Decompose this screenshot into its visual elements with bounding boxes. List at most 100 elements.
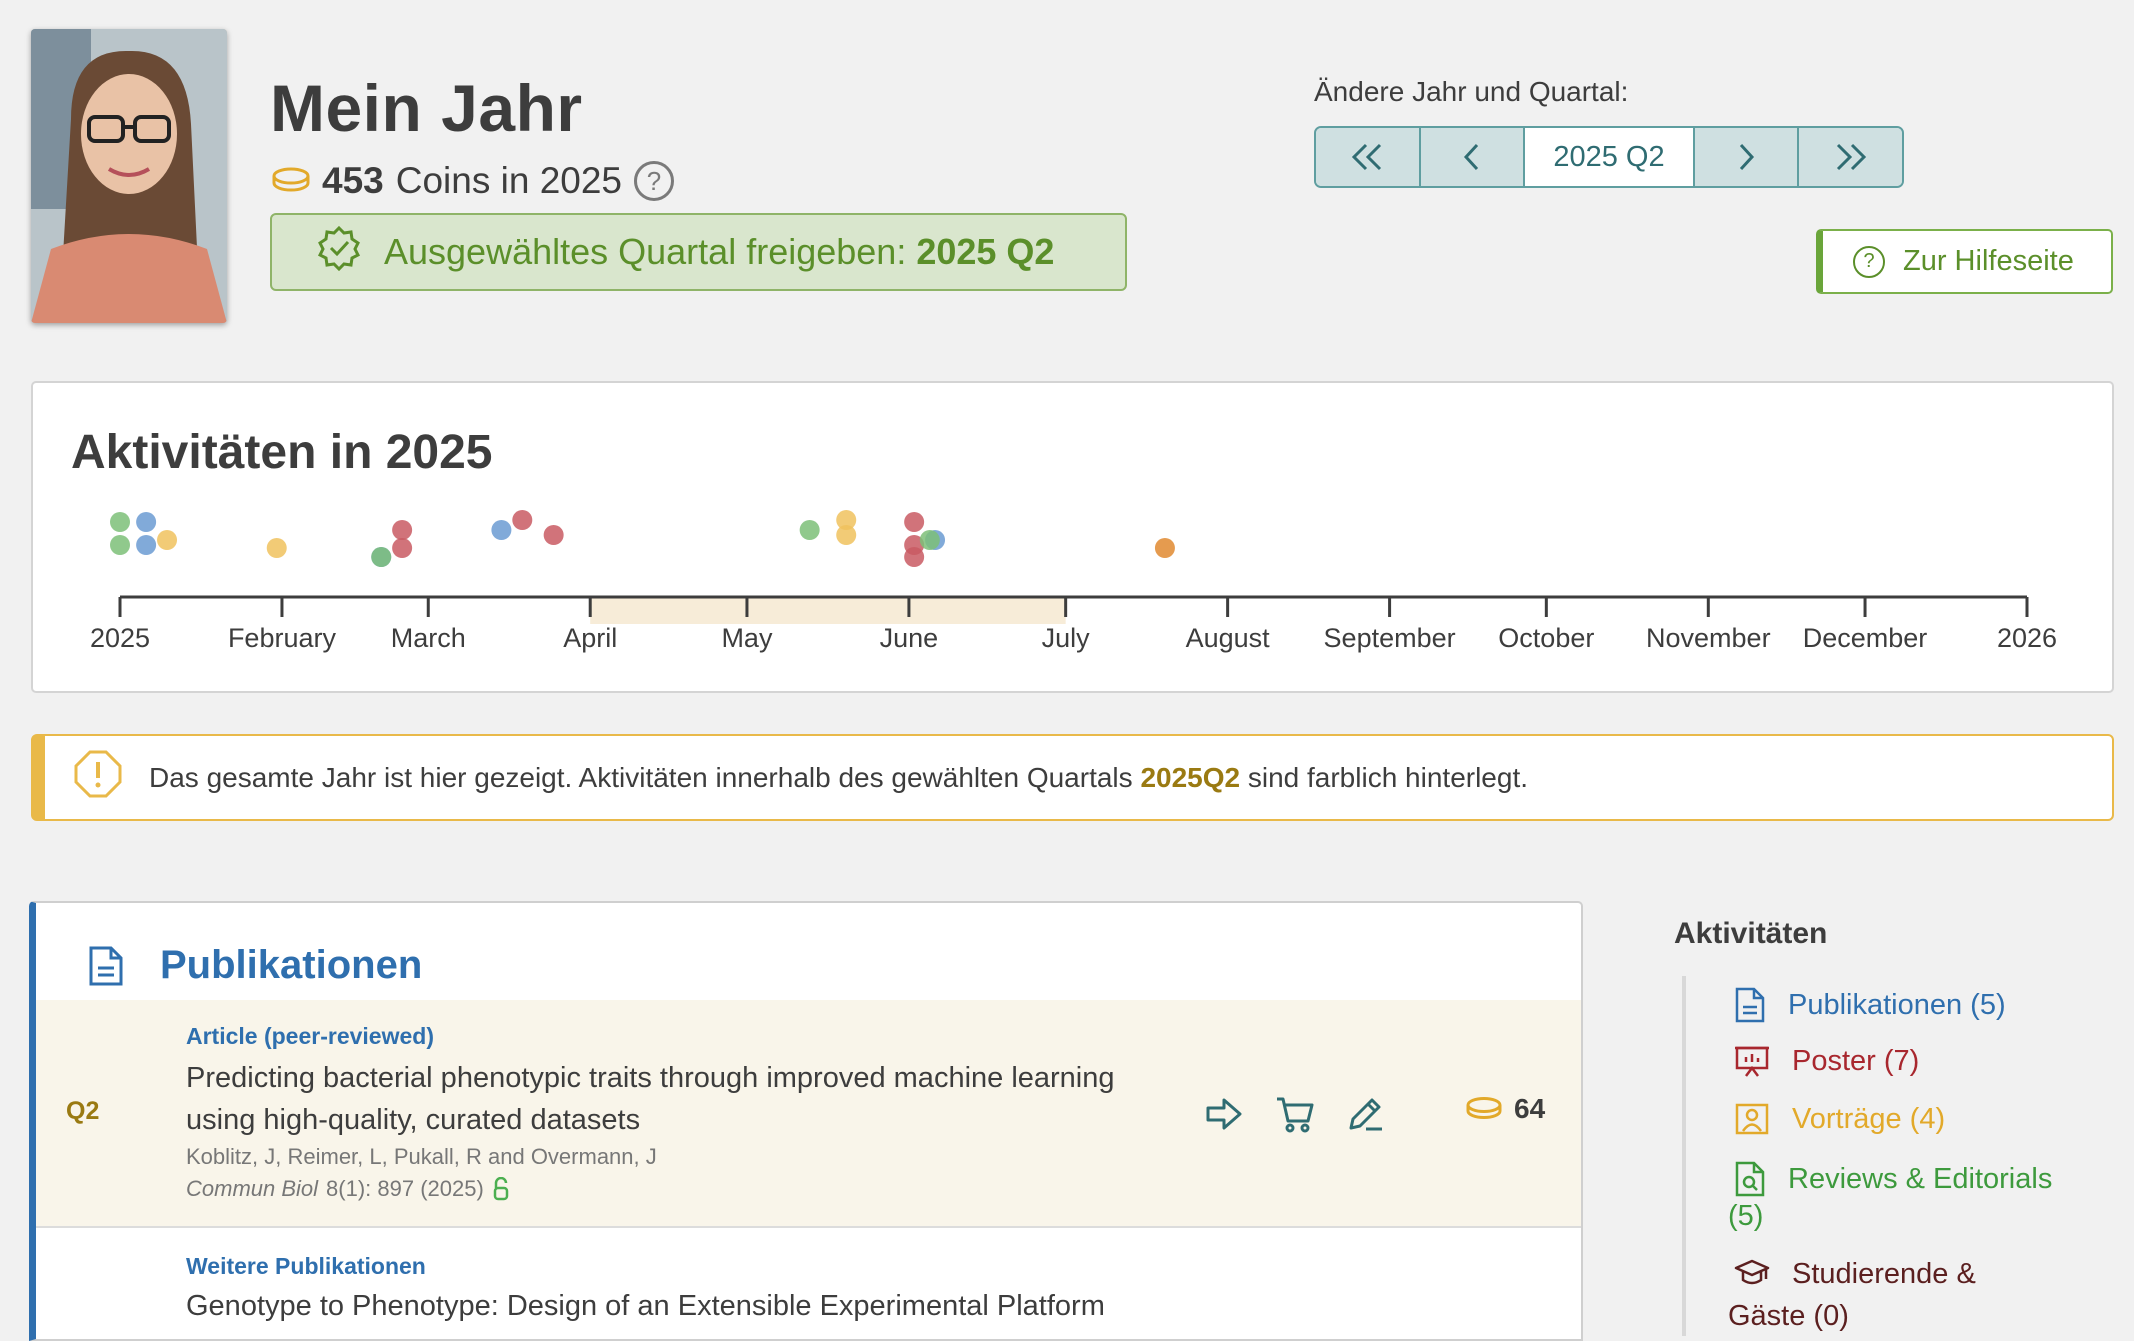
timeline-tick-label: April (563, 623, 617, 653)
timeline-activity-dot[interactable] (371, 547, 392, 567)
info-text-after: sind farblich hinterlegt. (1247, 761, 1529, 793)
publication-type: Weitere Publikationen (186, 1253, 426, 1279)
timeline-activity-dot[interactable] (836, 510, 857, 530)
timeline-activity-dot[interactable] (512, 510, 533, 530)
open-access-lock-icon (493, 1177, 509, 1201)
presentation-board-icon (1735, 1046, 1769, 1077)
timeline-tick-label: June (880, 623, 939, 653)
timeline-tick-label: 2026 (1997, 623, 2057, 653)
cart-icon[interactable] (1274, 1093, 1316, 1135)
page-title: Mein Jahr (270, 71, 583, 145)
chevron-right-icon (1740, 143, 1755, 171)
sidebar-title: Aktivitäten (1674, 917, 1828, 950)
timeline-activity-dot[interactable] (157, 530, 178, 550)
timeline-activity-dot[interactable] (491, 520, 512, 540)
info-quarter: 2025Q2 (1140, 761, 1241, 793)
timeline-activity-dot[interactable] (904, 547, 925, 567)
publication-journal: Commun Biol 8(1): 897 (2025) (186, 1176, 510, 1202)
timeline-activity-dot[interactable] (1154, 538, 1175, 558)
sidebar-item-vortraege[interactable]: Vorträge (4) (1734, 1102, 1945, 1136)
publications-header: Publikationen (88, 943, 422, 988)
quarter-nav-label: Ändere Jahr und Quartal: (1314, 76, 1629, 107)
publication-title[interactable]: Predicting bacterial phenotypic traits t… (186, 1062, 1115, 1136)
timeline-activity-dot[interactable] (392, 520, 413, 540)
coin-icon (1466, 1097, 1502, 1119)
timeline-activity-dot[interactable] (392, 538, 413, 558)
publication-coins: 64 (1466, 1093, 1545, 1125)
timeline-tick-label: May (721, 623, 773, 653)
sidebar-item-label: Vorträge (4) (1792, 1102, 1946, 1135)
journal-name: Commun Biol (186, 1176, 319, 1201)
document-icon (1735, 987, 1765, 1023)
timeline-tick-label: August (1186, 623, 1271, 653)
sidebar-item-label: Publikationen (5) (1788, 988, 2006, 1021)
double-chevron-right-icon (1836, 143, 1866, 171)
timeline-tick-label: February (228, 623, 337, 653)
release-quarter-button[interactable]: Ausgewähltes Quartal freigeben: 2025 Q2 (270, 213, 1127, 291)
coin-icon (272, 160, 310, 202)
quarter-navigation: 2025 Q2 (1314, 126, 1904, 188)
coins-count: 453 (322, 160, 384, 201)
next-quarter-button[interactable] (1694, 128, 1800, 186)
publication-row (36, 1000, 1581, 1228)
warning-icon (73, 749, 123, 806)
first-year-button[interactable] (1316, 128, 1421, 186)
timeline-activity-dot[interactable] (266, 538, 287, 558)
previous-quarter-button[interactable] (1420, 128, 1526, 186)
sidebar-item-reviews[interactable]: Reviews & Editorials (1734, 1160, 2052, 1198)
timeline-activity-dot[interactable] (110, 535, 130, 555)
timeline-activity-dot[interactable] (110, 512, 130, 532)
timeline-tick-label: 2025 (90, 623, 150, 653)
coins-summary: 453 Coins in 2025 ? (272, 160, 674, 202)
share-arrow-icon[interactable] (1204, 1093, 1246, 1135)
current-quarter: 2025 Q2 (1525, 128, 1695, 186)
sidebar-rail (1682, 976, 1686, 1336)
timeline-tick-label: December (1803, 623, 1928, 653)
profile-avatar (31, 29, 227, 323)
sidebar-item-label: Studierende & (1792, 1257, 1976, 1290)
publication-title[interactable]: Genotype to Phenotype: Design of an Exte… (186, 1290, 1105, 1322)
timeline-tick-label: July (1042, 623, 1091, 653)
timeline-tick-label: November (1646, 623, 1771, 653)
sidebar-item-label: Poster (7) (1792, 1044, 1920, 1077)
sidebar-item-studierende[interactable]: Studierende & (1734, 1257, 1976, 1291)
timeline-card (31, 381, 2114, 693)
timeline-tick-label: September (1324, 623, 1456, 653)
double-chevron-left-icon (1352, 143, 1382, 171)
publication-actions (1204, 1093, 1386, 1135)
chevron-left-icon (1463, 143, 1478, 171)
info-banner: Das gesamte Jahr ist hier gezeigt. Aktiv… (31, 734, 2114, 821)
speaker-icon (1735, 1103, 1769, 1135)
timeline-activity-dot[interactable] (904, 512, 925, 532)
timeline-activity-dot[interactable] (136, 535, 157, 555)
quarter-highlight (590, 597, 1066, 624)
help-circle-icon: ? (1853, 245, 1885, 278)
sidebar-item-reviews-count: (5) (1728, 1200, 1764, 1232)
coins-text: Coins in 2025 (395, 160, 622, 201)
sidebar-item-publikationen[interactable]: Publikationen (5) (1734, 986, 2006, 1024)
timeline-title: Aktivitäten in 2025 (71, 426, 493, 479)
sidebar-item-poster[interactable]: Poster (7) (1734, 1044, 1919, 1078)
sidebar-item-studierende-count: Gäste (0) (1728, 1300, 1849, 1332)
edit-pencil-icon[interactable] (1344, 1093, 1386, 1135)
timeline-activity-dot[interactable] (136, 512, 157, 532)
timeline-activity-dot[interactable] (543, 525, 564, 545)
timeline-activity-dot[interactable] (919, 530, 940, 550)
coins-value: 64 (1514, 1093, 1546, 1124)
timeline-tick-label: March (391, 623, 466, 653)
help-icon[interactable]: ? (634, 161, 674, 201)
verified-badge-icon (316, 225, 362, 280)
publication-authors: Koblitz, J, Reimer, L, Pukall, R and Ove… (186, 1144, 657, 1169)
activity-timeline-chart: 2025 February March April May June July August S… (90, 510, 2057, 653)
last-year-button[interactable] (1799, 128, 1902, 186)
publication-quarter: Q2 (66, 1097, 100, 1125)
info-text-before: Das gesamte Jahr ist hier gezeigt. Aktiv… (149, 761, 1133, 793)
timeline-activity-dot[interactable] (836, 525, 857, 545)
timeline-activity-dot[interactable] (799, 520, 820, 540)
timeline-tick-label: October (1498, 623, 1594, 653)
help-page-button[interactable]: ? Zur Hilfeseite (1816, 229, 2113, 294)
publications-heading: Publikationen (160, 943, 423, 987)
release-quarter: 2025 Q2 (916, 231, 1055, 272)
release-label: Ausgewähltes Quartal freigeben: (384, 231, 907, 272)
publication-type: Article (peer-reviewed) (186, 1023, 434, 1049)
